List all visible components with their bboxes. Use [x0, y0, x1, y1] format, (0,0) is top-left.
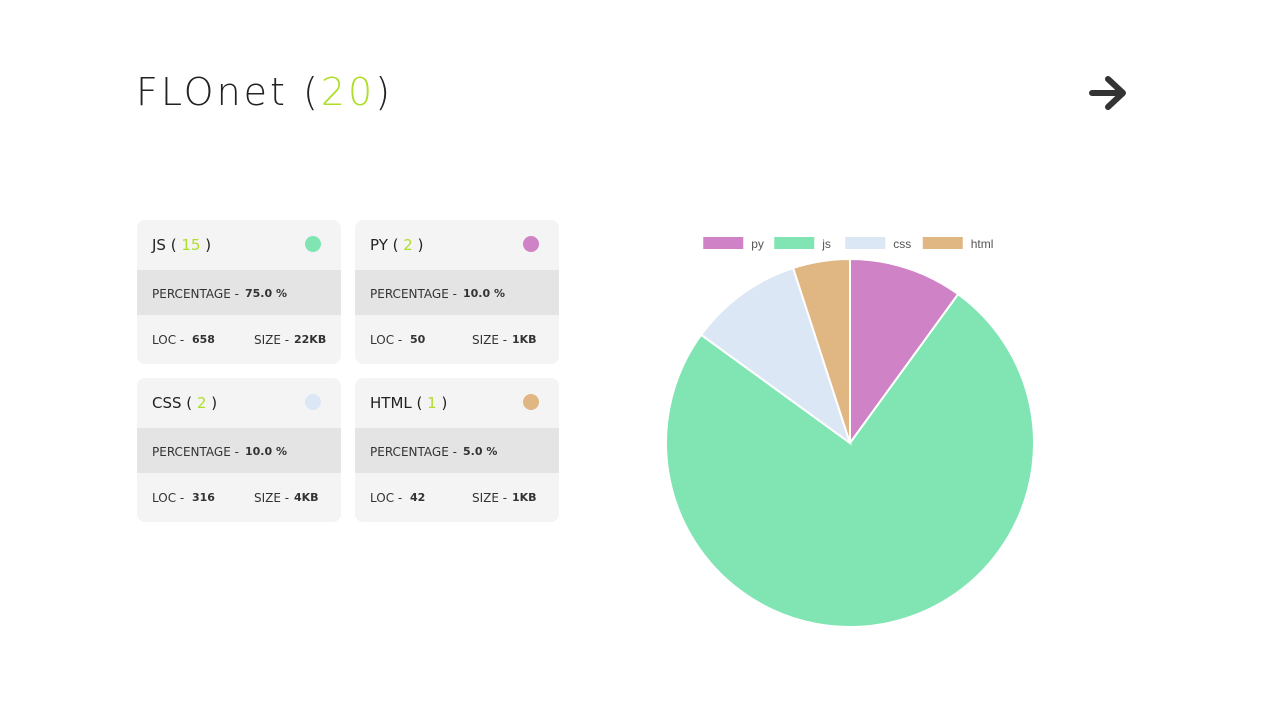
loc-label: LOC - — [370, 491, 403, 505]
percentage-value: 5.0 % — [463, 445, 498, 458]
total-count: 20 — [320, 70, 376, 114]
legend-swatch-css[interactable] — [845, 237, 886, 249]
language-card-js: JS ( 15 ) PERCENTAGE - 75.0 % LOC - 658 … — [137, 220, 341, 364]
legend-label-html[interactable]: html — [971, 237, 994, 251]
legend-color-dot — [305, 236, 321, 252]
size-label: SIZE - — [472, 491, 508, 505]
legend-label-js[interactable]: js — [821, 237, 831, 251]
loc-label: LOC - — [370, 333, 403, 347]
loc-value: 50 — [410, 333, 426, 346]
pie-slice-css[interactable] — [699, 266, 852, 446]
size-value: 22KB — [294, 333, 327, 346]
percentage-value: 75.0 % — [245, 287, 287, 300]
arrow-right-icon[interactable] — [1088, 74, 1130, 112]
legend-color-dot — [523, 236, 539, 252]
card-title: CSS ( 2 ) — [152, 394, 218, 412]
card-count: 15 — [181, 236, 201, 254]
card-title: PY ( 2 ) — [370, 236, 424, 254]
size-label: SIZE - — [254, 333, 290, 347]
page-title: FLOnet (20) — [136, 70, 393, 114]
card-count: 1 — [427, 394, 437, 412]
legend-swatch-py[interactable] — [703, 237, 744, 249]
percentage-value: 10.0 % — [463, 287, 505, 300]
percentage-value: 10.0 % — [245, 445, 287, 458]
pie-slice-html[interactable] — [791, 257, 851, 444]
card-title: HTML ( 1 ) — [370, 394, 448, 412]
card-count: 2 — [196, 394, 207, 412]
size-value: 4KB — [294, 491, 319, 504]
size-label: SIZE - — [472, 333, 508, 347]
language-card-html: HTML ( 1 ) PERCENTAGE - 5.0 % LOC - 42 S… — [355, 378, 559, 522]
card-count: 2 — [403, 236, 413, 254]
pie-slice-py[interactable] — [849, 257, 960, 447]
percentage-label: PERCENTAGE - — [370, 445, 457, 459]
percentage-label: PERCENTAGE - — [152, 445, 239, 459]
loc-value: 42 — [410, 491, 426, 504]
card-title: JS ( 15 ) — [152, 236, 212, 254]
size-label: SIZE - — [254, 491, 290, 505]
paren-open: ( — [303, 70, 321, 114]
percentage-label: PERCENTAGE - — [152, 287, 239, 301]
percentage-label: PERCENTAGE - — [370, 287, 457, 301]
loc-value: 316 — [192, 491, 215, 504]
size-value: 1KB — [512, 491, 537, 504]
app-name: FLOnet — [136, 70, 288, 114]
legend-swatch-html[interactable] — [922, 237, 963, 249]
size-value: 1KB — [512, 333, 537, 346]
loc-label: LOC - — [152, 333, 185, 347]
language-pie-chart: py js css html — [665, 237, 1035, 628]
legend-label-py[interactable]: py — [751, 237, 764, 251]
language-card-py: PY ( 2 ) PERCENTAGE - 10.0 % LOC - 50 SI… — [355, 220, 559, 364]
legend-swatch-js[interactable] — [774, 237, 815, 249]
language-card-css: CSS ( 2 ) PERCENTAGE - 10.0 % LOC - 316 … — [137, 378, 341, 522]
legend-label-css[interactable]: css — [893, 237, 911, 251]
legend-color-dot — [305, 394, 321, 410]
loc-value: 658 — [192, 333, 215, 346]
loc-label: LOC - — [152, 491, 185, 505]
legend-color-dot — [523, 394, 539, 410]
paren-close: ) — [375, 70, 394, 114]
